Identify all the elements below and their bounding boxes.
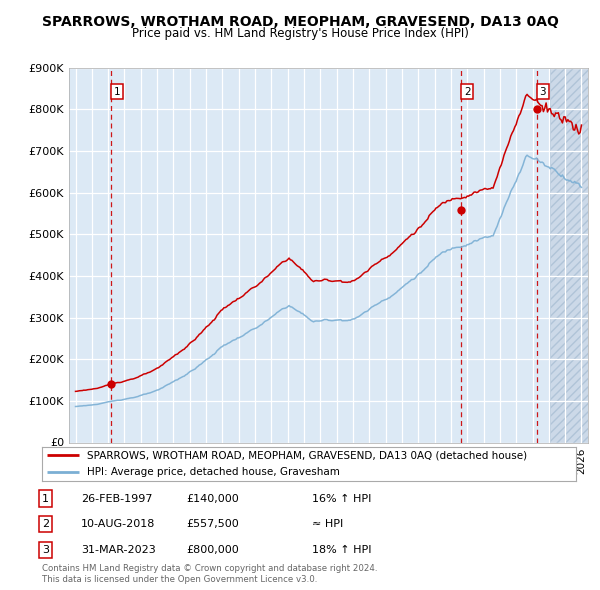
Text: This data is licensed under the Open Government Licence v3.0.: This data is licensed under the Open Gov… [42,575,317,584]
Text: 1: 1 [42,494,49,503]
Text: 2: 2 [464,87,470,97]
Text: 2: 2 [42,519,49,529]
Text: ≈ HPI: ≈ HPI [312,519,343,529]
Text: Contains HM Land Registry data © Crown copyright and database right 2024.: Contains HM Land Registry data © Crown c… [42,565,377,573]
Bar [550,68,590,442]
Text: 18% ↑ HPI: 18% ↑ HPI [312,545,371,555]
Text: £140,000: £140,000 [186,494,239,503]
Text: HPI: Average price, detached house, Gravesham: HPI: Average price, detached house, Grav… [88,467,340,477]
Text: SPARROWS, WROTHAM ROAD, MEOPHAM, GRAVESEND, DA13 0AQ (detached house): SPARROWS, WROTHAM ROAD, MEOPHAM, GRAVESE… [88,450,527,460]
Text: 31-MAR-2023: 31-MAR-2023 [81,545,156,555]
Text: Price paid vs. HM Land Registry's House Price Index (HPI): Price paid vs. HM Land Registry's House … [131,27,469,40]
Text: £800,000: £800,000 [186,545,239,555]
Text: 10-AUG-2018: 10-AUG-2018 [81,519,155,529]
Text: 16% ↑ HPI: 16% ↑ HPI [312,494,371,503]
Text: 3: 3 [539,87,546,97]
Text: SPARROWS, WROTHAM ROAD, MEOPHAM, GRAVESEND, DA13 0AQ: SPARROWS, WROTHAM ROAD, MEOPHAM, GRAVESE… [41,15,559,29]
Text: 1: 1 [113,87,120,97]
Text: 26-FEB-1997: 26-FEB-1997 [81,494,152,503]
Text: 3: 3 [42,545,49,555]
Text: £557,500: £557,500 [186,519,239,529]
